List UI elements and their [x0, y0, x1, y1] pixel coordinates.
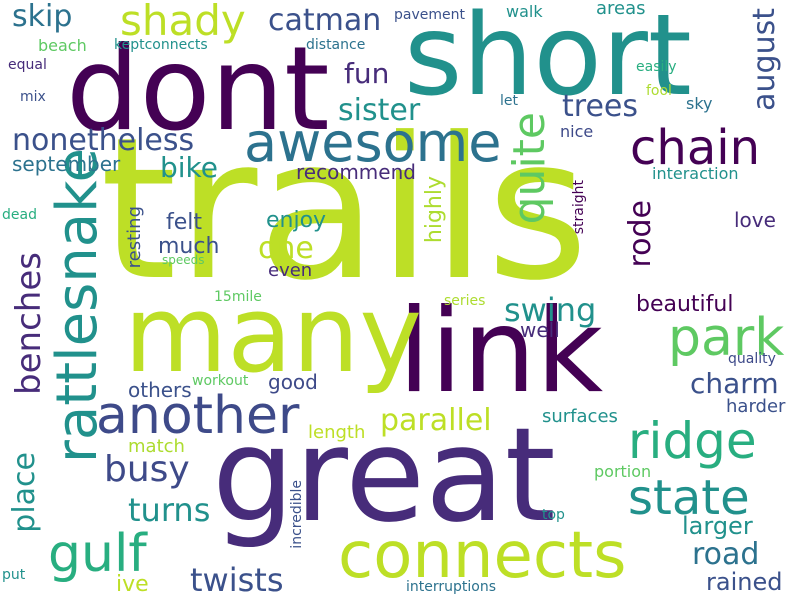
word-shady: shady — [120, 0, 246, 45]
word-ridge: ridge — [628, 412, 757, 470]
word-dead: dead — [2, 207, 37, 223]
word-many: many — [124, 273, 423, 396]
word-let: let — [500, 93, 518, 109]
word-easily: easily — [636, 59, 677, 75]
word-awesome: awesome — [244, 111, 502, 174]
word-enjoy: enjoy — [266, 208, 327, 233]
word-15mile: 15mile — [214, 289, 262, 305]
word-rode: rode — [623, 200, 658, 268]
word-rained: rained — [706, 568, 783, 596]
word-chain: chain — [630, 120, 760, 176]
word-love: love — [734, 208, 776, 232]
word-quality: quality — [728, 351, 776, 367]
word-one: one — [258, 231, 314, 266]
word-august: august — [747, 8, 782, 111]
word-harder: harder — [726, 396, 786, 417]
word-top: top — [542, 507, 565, 523]
word-bike: bike — [160, 151, 218, 184]
word-road: road — [692, 537, 760, 572]
word-sister: sister — [338, 93, 421, 128]
word-series: series — [444, 293, 486, 309]
word-short: short — [404, 0, 692, 121]
word-equal: equal — [8, 57, 47, 73]
word-workout: workout — [192, 373, 249, 389]
word-beach: beach — [38, 36, 87, 55]
word-trails: trails — [100, 96, 589, 324]
word-portion: portion — [594, 462, 652, 481]
word-match: match — [128, 436, 185, 457]
word-well: well — [520, 318, 560, 342]
word-walk: walk — [506, 2, 543, 21]
word-september: september — [12, 152, 121, 176]
word-speeds: speeds — [162, 253, 205, 267]
word-rattlesnake: rattlesnake — [45, 148, 110, 464]
word-benches: benches — [9, 252, 49, 395]
word-pavement: pavement — [394, 7, 465, 23]
word-dont: dont — [66, 22, 330, 157]
word-interruptions: interruptions — [406, 579, 497, 595]
word-busy: busy — [104, 449, 190, 490]
word-highly: highly — [422, 176, 447, 244]
word-great: great — [212, 399, 556, 551]
word-catman: catman — [268, 3, 382, 38]
word-others: others — [128, 378, 192, 402]
word-trees: trees — [562, 89, 638, 124]
word-nonetheless: nonetheless — [12, 123, 195, 158]
word-park: park — [668, 308, 785, 368]
word-surfaces: surfaces — [542, 406, 618, 427]
word-felt: felt — [166, 210, 203, 235]
word-much: much — [158, 234, 220, 259]
word-turns: turns — [128, 491, 211, 529]
word-fun: fun — [344, 57, 390, 90]
word-recommend: recommend — [296, 160, 416, 184]
word-distance: distance — [306, 37, 366, 53]
word-fool: fool — [646, 83, 672, 99]
word-larger: larger — [682, 512, 753, 540]
word-interaction: interaction — [652, 164, 739, 183]
word-incredible: incredible — [289, 480, 305, 549]
word-charm: charm — [690, 367, 779, 400]
word-ive: ive — [116, 572, 149, 597]
word-connects: connects — [338, 519, 627, 593]
word-gulf: gulf — [48, 524, 147, 584]
word-even: even — [268, 260, 313, 281]
word-link: link — [398, 284, 604, 419]
word-beautiful: beautiful — [636, 292, 734, 317]
word-nice: nice — [560, 122, 594, 141]
word-another: another — [96, 386, 300, 446]
word-parallel: parallel — [380, 403, 492, 438]
word-keptconnects: keptconnects — [114, 37, 208, 53]
word-put: put — [2, 567, 26, 583]
word-skip: skip — [12, 0, 73, 34]
word-quite: quite — [504, 112, 555, 225]
word-good: good — [268, 370, 318, 394]
word-sky: sky — [686, 94, 713, 113]
word-mix: mix — [20, 89, 46, 105]
word-areas: areas — [596, 0, 646, 19]
word-state: state — [628, 470, 750, 526]
word-twists: twists — [190, 561, 284, 599]
word-resting: resting — [124, 206, 145, 269]
word-straight: straight — [571, 180, 587, 235]
word-place: place — [7, 452, 42, 533]
word-swing: swing — [504, 291, 597, 329]
word-length: length — [308, 422, 366, 443]
